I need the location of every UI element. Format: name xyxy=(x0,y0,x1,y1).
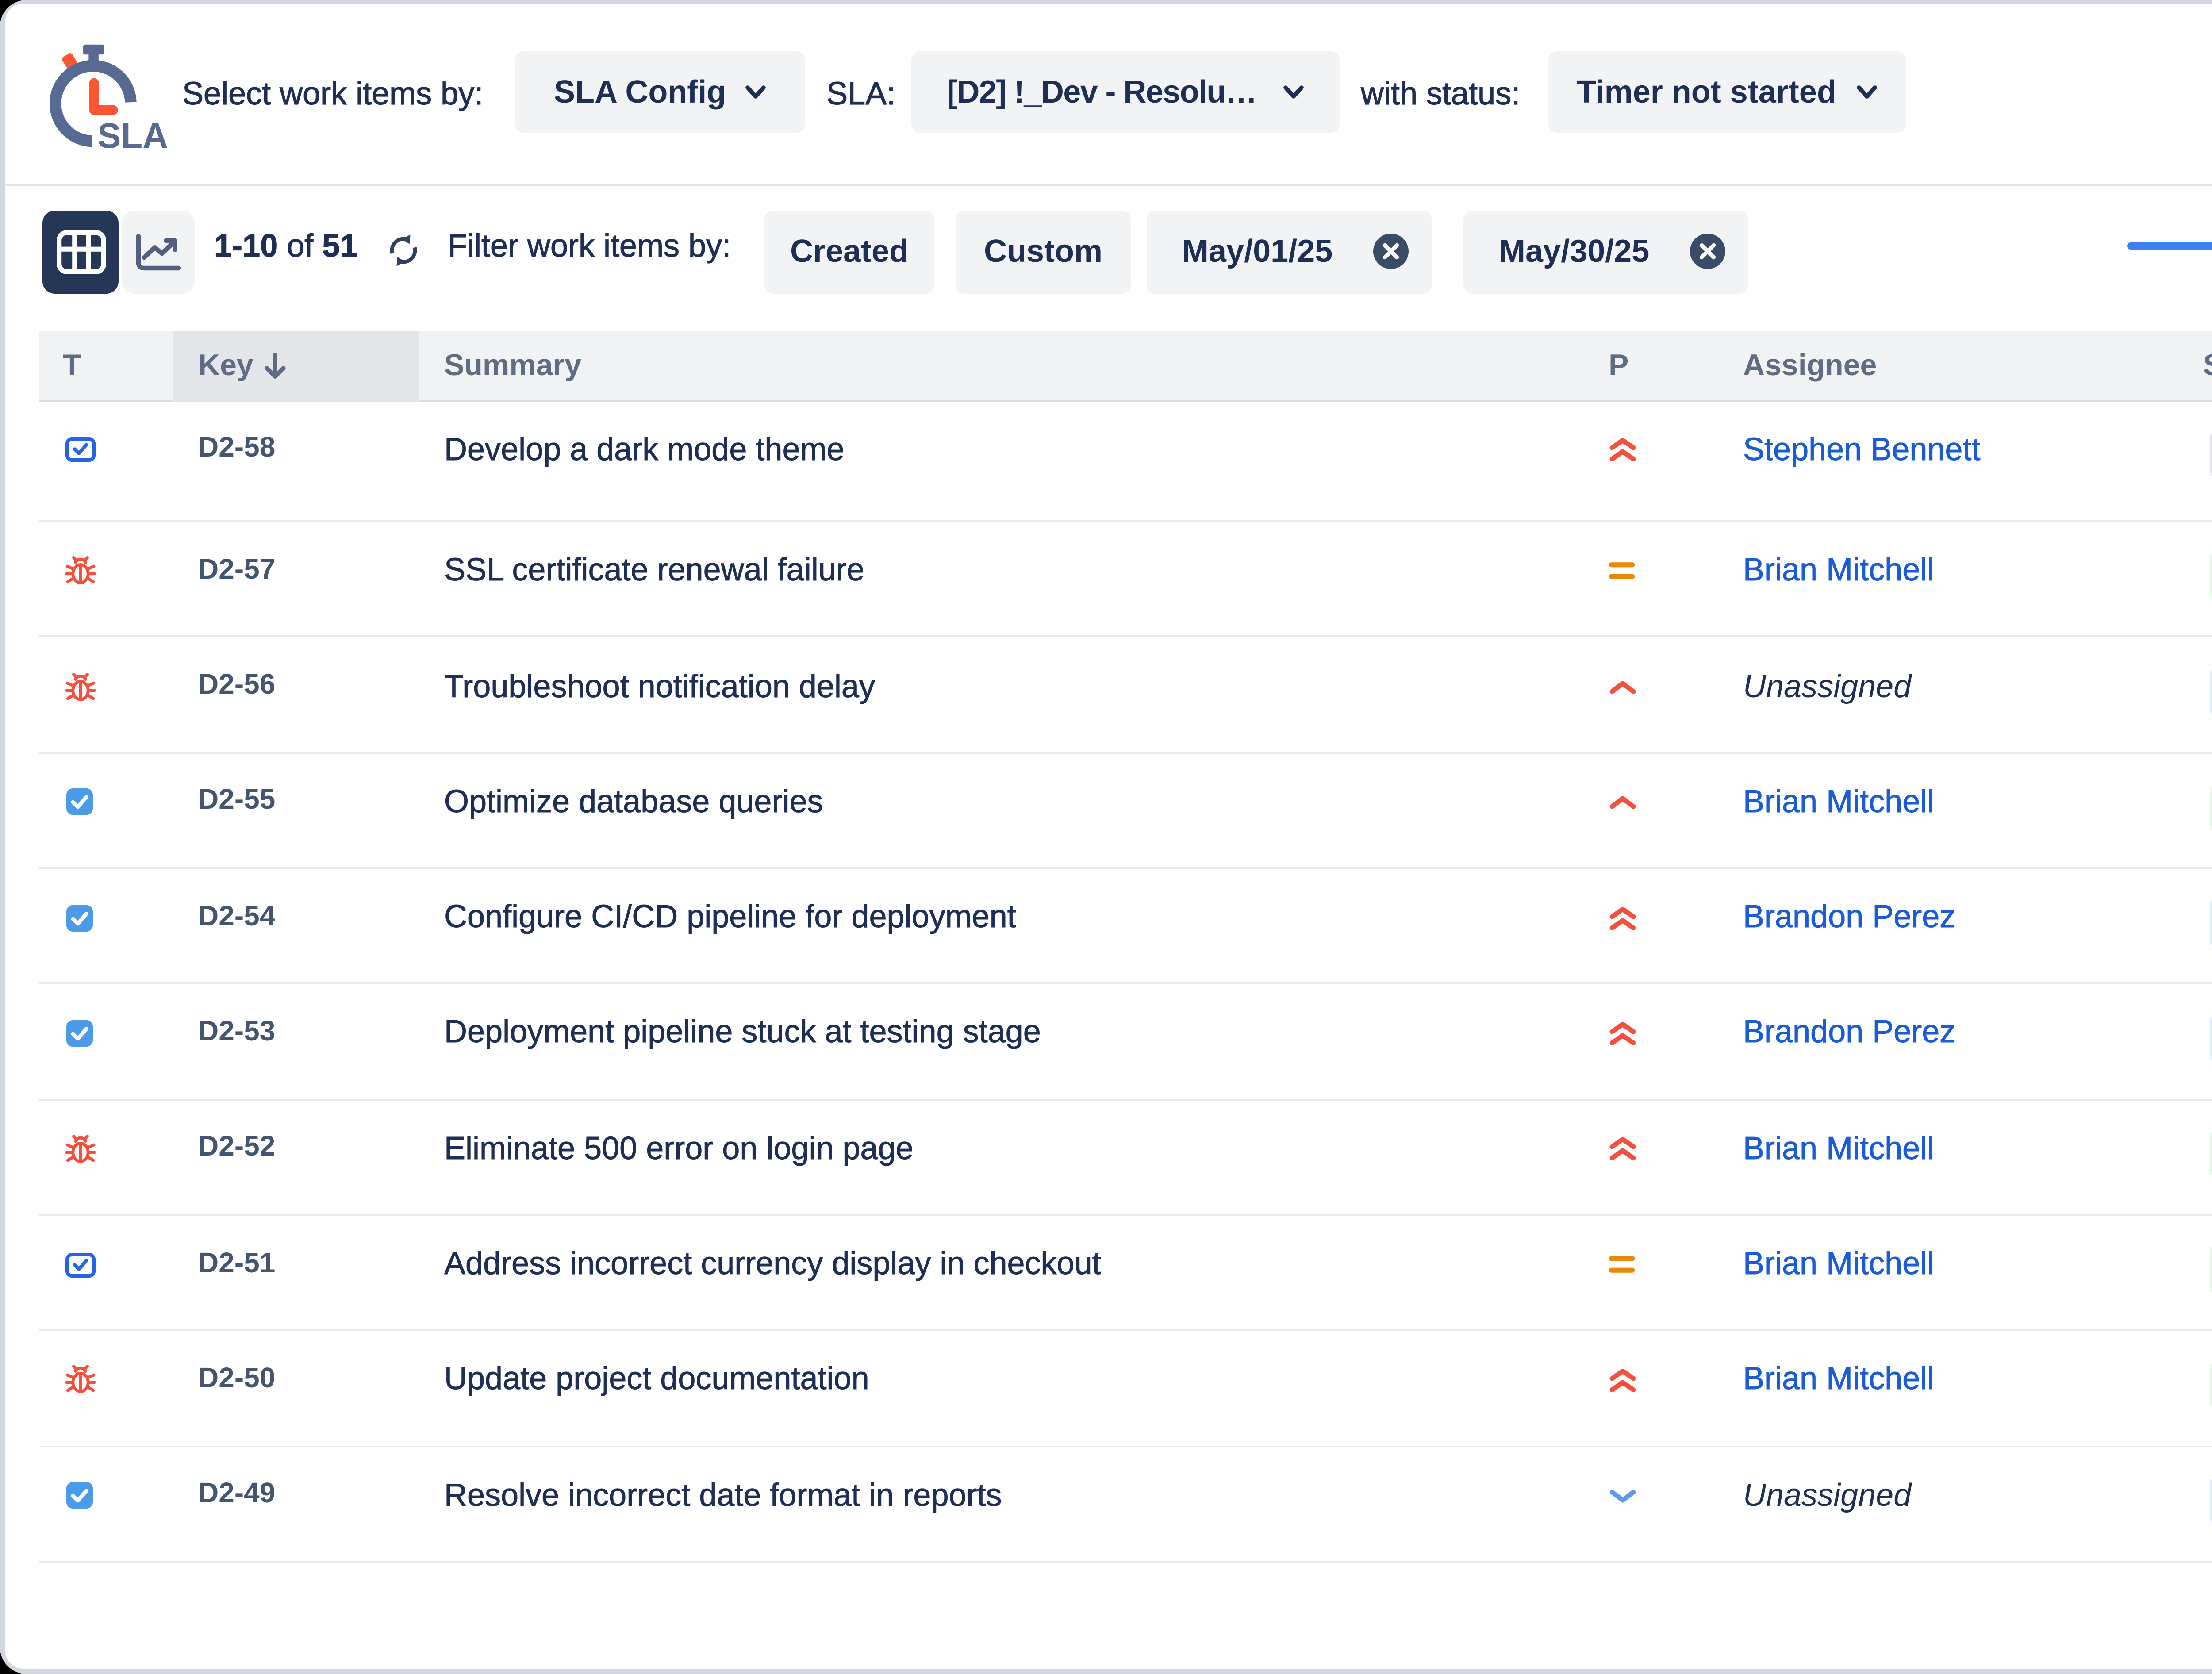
svg-text:SLA: SLA xyxy=(97,116,168,152)
